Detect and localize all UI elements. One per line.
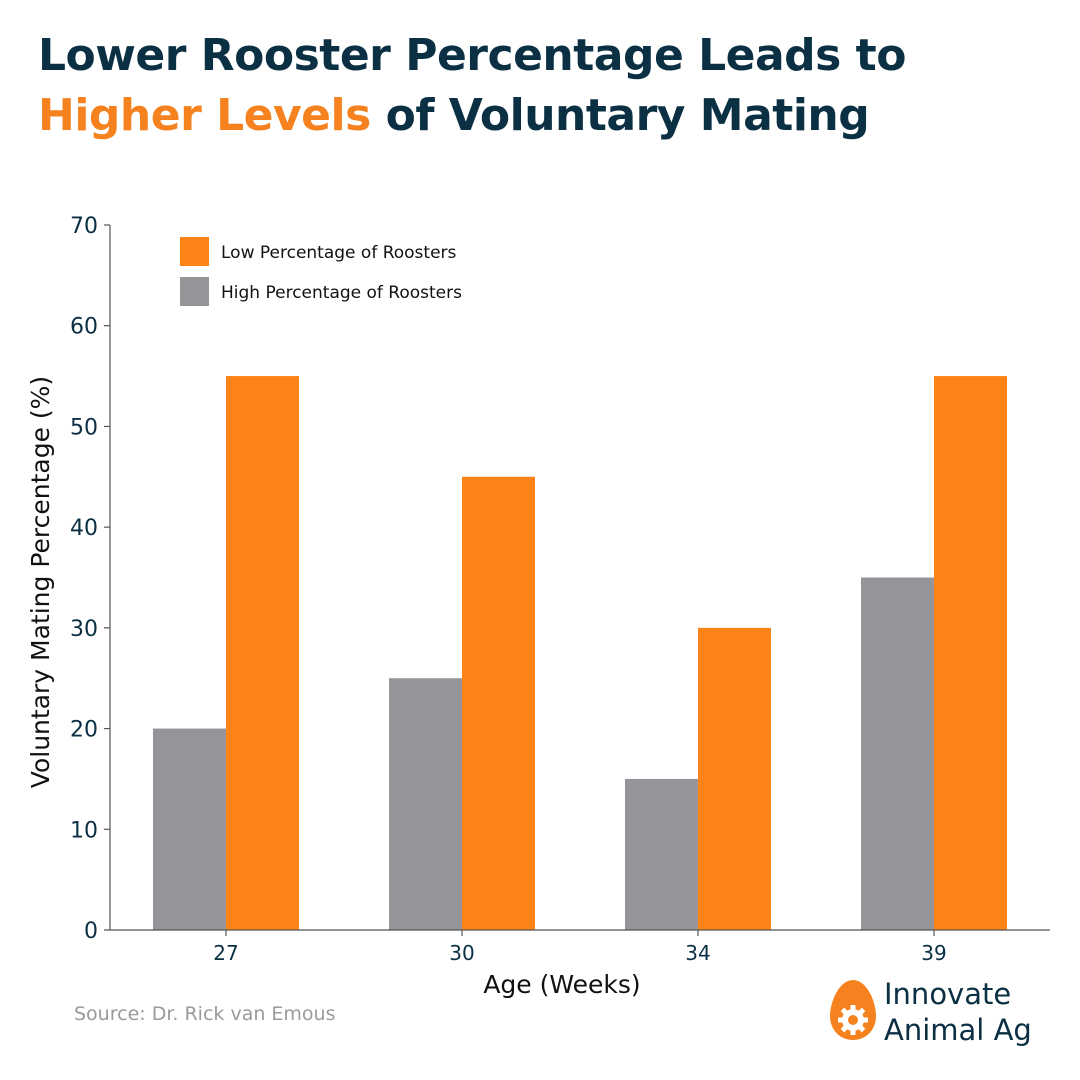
x-tick-label: 34 — [685, 941, 710, 965]
x-axis-label: Age (Weeks) — [483, 970, 640, 999]
y-tick-label: 60 — [70, 315, 98, 340]
y-tick-label: 20 — [70, 718, 98, 743]
bar-low-27 — [226, 376, 299, 931]
egg-gear-icon — [830, 980, 876, 1040]
x-tick-label: 39 — [921, 941, 946, 965]
y-axis-label: Voluntary Mating Percentage (%) — [26, 376, 55, 788]
y-tick-label: 40 — [70, 516, 98, 541]
logo-line-1: Innovate — [884, 977, 1012, 1011]
title-part-2: of Voluntary Mating — [370, 90, 870, 141]
y-tick-label: 0 — [84, 919, 98, 944]
brand-logo: Innovate Animal Ag — [828, 976, 1068, 1056]
x-tick-label: 30 — [449, 941, 474, 965]
y-tick-label: 30 — [70, 617, 98, 642]
bar-high-39 — [861, 577, 934, 930]
y-tick-label: 70 — [70, 214, 98, 239]
y-tick-label: 10 — [70, 818, 98, 843]
bar-low-30 — [462, 476, 535, 930]
bar-high-27 — [153, 728, 226, 930]
bar-high-30 — [389, 678, 462, 930]
bar-low-39 — [934, 376, 1007, 931]
bar-low-34 — [698, 627, 771, 930]
x-tick-label: 27 — [213, 941, 238, 965]
bar-high-34 — [625, 778, 698, 930]
title-part-1: Lower Rooster Percentage Leads to — [38, 30, 906, 81]
page-title: Lower Rooster Percentage Leads to Higher… — [38, 26, 1048, 146]
logo-line-2: Animal Ag — [884, 1013, 1032, 1047]
legend-swatch — [180, 237, 209, 266]
logo-wordmark: Innovate Animal Ag — [884, 976, 1032, 1048]
legend-label: High Percentage of Roosters — [221, 283, 462, 303]
source-note: Source: Dr. Rick van Emous — [74, 1003, 336, 1025]
y-tick-label: 50 — [70, 415, 98, 440]
title-highlight: Higher Levels — [38, 90, 371, 141]
legend-label: Low Percentage of Roosters — [221, 243, 457, 263]
legend-swatch — [180, 277, 209, 306]
